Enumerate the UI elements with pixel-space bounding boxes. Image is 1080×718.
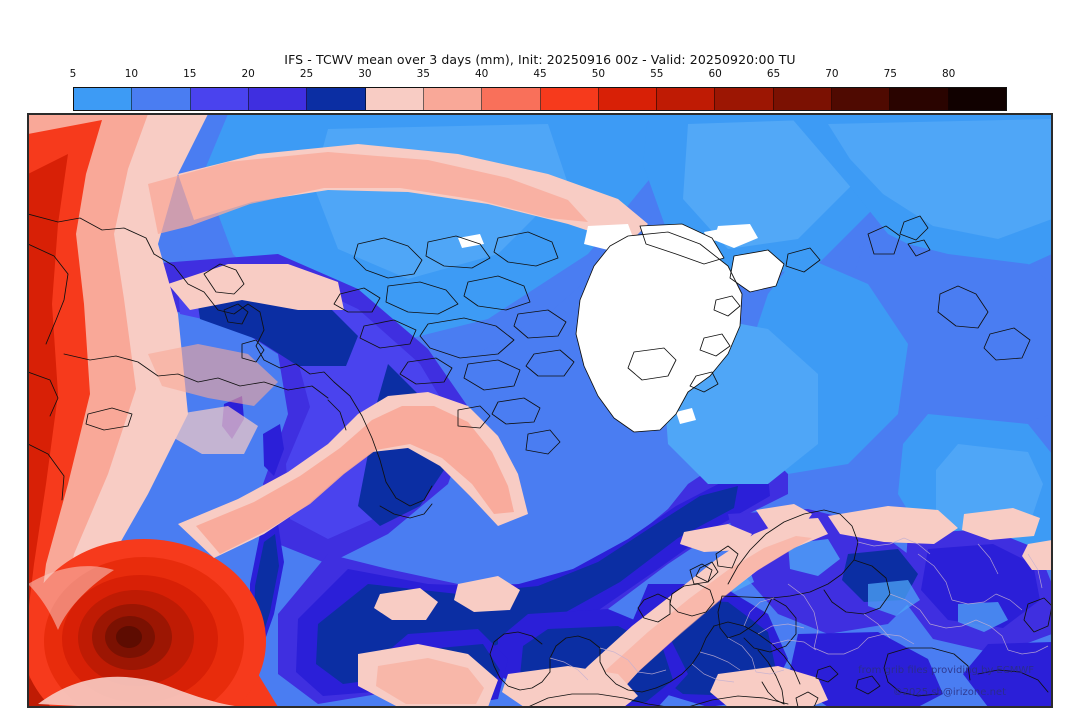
cyclone-vortex [28, 539, 266, 707]
colorbar-ticks: 5 10 15 20 25 30 35 40 45 50 55 60 65 70 75 80 [69, 68, 1007, 84]
colorbar-bin [190, 88, 249, 110]
colorbar-tick-label: 65 [766, 68, 781, 80]
colorbar-tick-label: 75 [883, 68, 897, 80]
colorbar-bin [248, 88, 308, 110]
colorbar-tick-label: 45 [533, 68, 547, 80]
tcwv-field [28, 114, 1052, 707]
data-source-credit: from grib files providing by ECMWF [858, 665, 1034, 676]
colorbar-bin [74, 88, 133, 110]
colorbar-tick-label: 80 [941, 68, 956, 80]
colorbar-bin [657, 88, 716, 110]
map-frame[interactable]: from grib files providing by ECMWF ©2025… [27, 113, 1053, 708]
colorbar-bin [948, 88, 1006, 110]
colorbar-bin [832, 88, 891, 110]
colorbar-bins [73, 87, 1007, 111]
colorbar-bin [365, 88, 424, 110]
colorbar-tick-label: 60 [708, 68, 722, 80]
colorbar-bin [715, 88, 774, 110]
colorbar-tick-label: 25 [299, 68, 314, 80]
colorbar-bin [132, 88, 191, 110]
tcwv-map-svg[interactable] [28, 114, 1052, 707]
colorbar-tick-label: 50 [591, 68, 606, 80]
colorbar-bin [598, 88, 658, 110]
colorbar-bin [540, 88, 599, 110]
colorbar-tick-label: 5 [69, 68, 77, 80]
country-borders [549, 537, 1049, 683]
copyright-credit: ©2025 sb@irizone.net [892, 687, 1006, 698]
colorbar-bin [482, 88, 541, 110]
colorbar-tick-label: 70 [825, 68, 839, 80]
colorbar-tick-label: 40 [474, 68, 489, 80]
colorbar-tick-label: 55 [650, 68, 664, 80]
colorbar: 5 10 15 20 25 30 35 40 45 50 55 60 65 70 75 80 [70, 68, 1007, 111]
colorbar-tick-label: 30 [358, 68, 372, 80]
page-title: IFS - TCWV mean over 3 days (mm), Init: … [284, 52, 796, 67]
colorbar-tick-label: 35 [416, 68, 430, 80]
colorbar-bin [773, 88, 833, 110]
colorbar-tick-label: 20 [241, 68, 255, 80]
coastlines [28, 213, 1052, 707]
colorbar-bin [307, 88, 366, 110]
colorbar-bin [423, 88, 483, 110]
colorbar-tick-label: 10 [124, 68, 139, 80]
masked-land [458, 224, 784, 432]
colorbar-bin [890, 88, 949, 110]
colorbar-tick-label: 15 [183, 68, 197, 80]
